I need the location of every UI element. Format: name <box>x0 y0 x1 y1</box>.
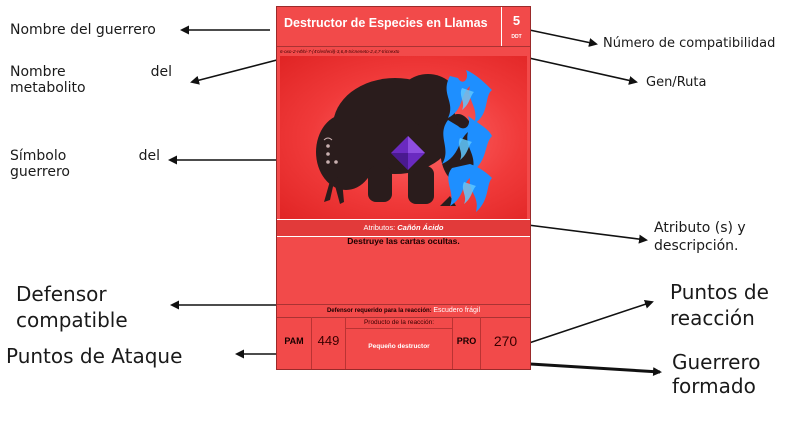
card-title-row: Destructor de Especies en Llamas 5 DDT <box>277 7 530 47</box>
label-attributes-line1: Atributo (s) y <box>654 220 746 236</box>
pro-value-cell: 270 <box>481 317 530 369</box>
compat-code: DDT <box>511 34 522 40</box>
product-cell: Producto de la reacción: Pequeño destruc… <box>346 317 453 369</box>
arrow-attribute <box>519 223 648 244</box>
label-metabolite-w1: Nombre <box>10 64 66 80</box>
label-metabolite-w3: metabolito <box>10 80 86 96</box>
defender-value: Escudero frágil <box>433 307 481 314</box>
pro-label-cell: PRO <box>453 317 481 369</box>
arrow-compat-number <box>519 27 598 47</box>
label-attributes-line2: descripción. <box>654 238 739 254</box>
card-route: 6-oxo-2-Hbhi-7-(4'clesfenil)-3,6,8-tricn… <box>280 49 400 54</box>
card-artwork <box>280 56 527 220</box>
flame-icon <box>442 70 492 212</box>
compat-number: 5 <box>512 13 521 28</box>
arrow-gene <box>519 55 638 85</box>
label-reaction-line2: reacción <box>670 306 755 330</box>
label-symbol-w1: Símbolo <box>10 148 67 164</box>
compat-number-box: 5 DDT <box>501 7 531 46</box>
gem-icon <box>391 136 425 170</box>
label-symbol-w3: guerrero <box>10 164 70 180</box>
attributes-value: Cañón Ácido <box>397 223 444 232</box>
label-metabolite-w2: del <box>150 64 172 80</box>
label-gene-route: Gen/Ruta <box>646 75 707 90</box>
warrior-symbol-icon <box>323 137 338 164</box>
product-value: Pequeño destructor <box>368 343 430 350</box>
label-formed-line2: formado <box>672 374 756 398</box>
label-metabolite-row1: Nombre del <box>10 64 172 80</box>
label-formed-line1: Guerrero <box>672 350 761 374</box>
defender-row: Defensor requerido para la reacción: Esc… <box>277 304 530 318</box>
pro-label: PRO <box>456 336 477 346</box>
card-title: Destructor de Especies en Llamas <box>284 16 488 30</box>
attributes-row: Atributos: Cañón Ácido <box>277 219 530 237</box>
label-symbol-row1: Símbolo del <box>10 148 160 164</box>
pam-label: PAM <box>284 336 304 346</box>
label-compat-number: Número de compatibilidad <box>603 36 776 51</box>
warrior-card: Destructor de Especies en Llamas 5 DDT 6… <box>276 6 531 370</box>
label-symbol-w2: del <box>138 148 160 164</box>
arrow-reaction-points <box>519 299 654 347</box>
label-defender-line1: Defensor <box>16 282 107 306</box>
card-description: Destruye las cartas ocultas. <box>347 236 460 246</box>
label-attack-points: Puntos de Ataque <box>6 344 183 368</box>
label-defender-line2: compatible <box>16 308 128 332</box>
card-stats-row: PAM 449 Producto de la reacción: Pequeño… <box>277 317 530 369</box>
pam-value: 449 <box>317 333 340 348</box>
pam-value-cell: 449 <box>312 317 346 369</box>
pro-value: 270 <box>493 333 518 349</box>
pam-label-cell: PAM <box>277 317 312 369</box>
product-label: Producto de la reacción: <box>346 317 452 329</box>
label-reaction-line1: Puntos de <box>670 280 769 304</box>
label-warrior-name: Nombre del guerrero <box>10 22 156 38</box>
attributes-label: Atributos: <box>363 223 396 232</box>
defender-label: Defensor requerido para la reacción: <box>326 308 432 314</box>
